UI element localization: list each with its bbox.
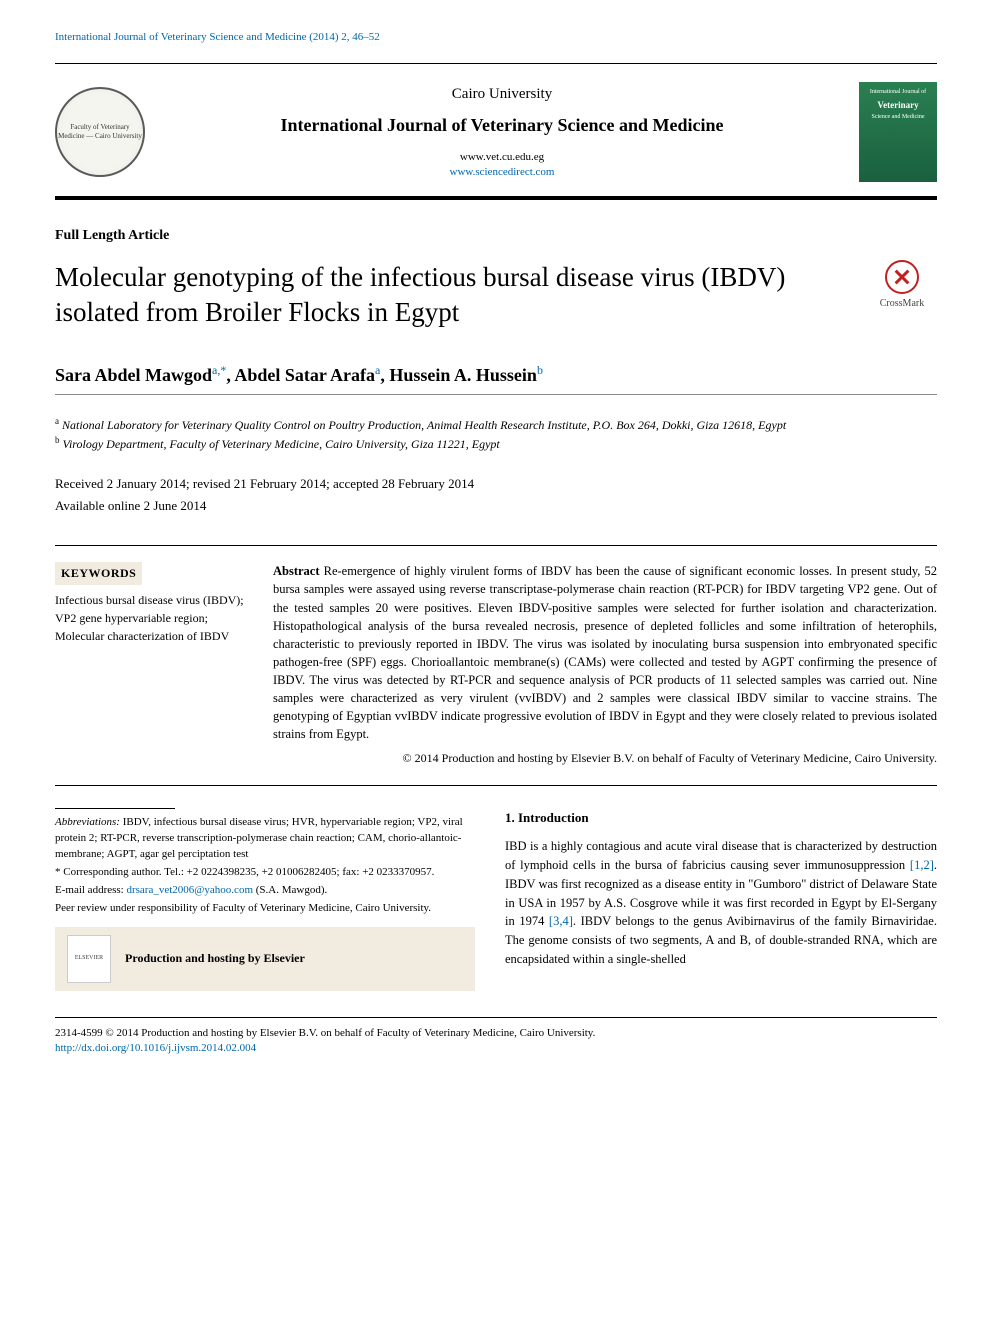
title-row: Molecular genotyping of the infectious b… — [55, 260, 937, 330]
section-heading-intro: 1. Introduction — [505, 808, 937, 828]
footnotes-column: Abbreviations: IBDV, infectious bursal d… — [55, 808, 475, 991]
journal-name: International Journal of Veterinary Scie… — [163, 113, 841, 138]
abbrev-label: Abbreviations: — [55, 816, 120, 828]
abstract-text: Re-emergence of highly virulent forms of… — [273, 564, 937, 741]
cover-sub-text: Science and Medicine — [863, 113, 933, 121]
bottom-columns: Abbreviations: IBDV, infectious bursal d… — [55, 808, 937, 991]
corresponding-author: * Corresponding author. Tel.: +2 0224398… — [55, 865, 475, 881]
abstract-copyright: © 2014 Production and hosting by Elsevie… — [273, 750, 937, 767]
history-dates: Received 2 January 2014; revised 21 Febr… — [55, 475, 937, 493]
email-line: E-mail address: drsara_vet2006@yahoo.com… — [55, 883, 475, 899]
elsevier-logo-icon: ELSEVIER — [67, 935, 111, 983]
author-3: , Hussein A. Hussein — [380, 365, 537, 385]
faculty-seal-logo: Faculty of Veterinary Medicine — Cairo U… — [55, 87, 145, 177]
peer-review-note: Peer review under responsibility of Facu… — [55, 901, 475, 917]
email-link[interactable]: drsara_vet2006@yahoo.com — [126, 884, 253, 896]
affiliation-a: a National Laboratory for Veterinary Qua… — [55, 415, 937, 434]
footnote-rule — [55, 808, 175, 809]
author-3-affil: b — [537, 363, 543, 377]
footer-copyright: 2314-4599 © 2014 Production and hosting … — [55, 1026, 937, 1041]
keywords-box: KEYWORDS Infectious bursal disease virus… — [55, 562, 245, 767]
author-1: Sara Abdel Mawgod — [55, 365, 212, 385]
introduction-column: 1. Introduction IBD is a highly contagio… — [505, 808, 937, 991]
running-header: International Journal of Veterinary Scie… — [55, 30, 937, 45]
crossmark-badge[interactable]: CrossMark — [867, 260, 937, 311]
abstract-label: Abstract — [273, 564, 320, 578]
abstract-row: KEYWORDS Infectious bursal disease virus… — [55, 545, 937, 786]
keywords-list: Infectious bursal disease virus (IBDV); … — [55, 591, 245, 645]
university-name: Cairo University — [163, 84, 841, 105]
masthead-center: Cairo University International Journal o… — [163, 84, 841, 181]
elsevier-box: ELSEVIER Production and hosting by Elsev… — [55, 927, 475, 991]
author-1-affil: a,* — [212, 363, 226, 377]
online-date: Available online 2 June 2014 — [55, 497, 937, 515]
affil-a-text: National Laboratory for Veterinary Quali… — [59, 418, 786, 432]
affil-b-text: Virology Department, Faculty of Veterina… — [60, 437, 500, 451]
author-underline — [55, 394, 937, 395]
cover-top-text: International Journal of — [863, 88, 933, 96]
journal-url: www.vet.cu.edu.eg — [163, 150, 841, 165]
sciencedirect-url[interactable]: www.sciencedirect.com — [163, 165, 841, 180]
keywords-title: KEYWORDS — [55, 562, 142, 585]
elsevier-text: Production and hosting by Elsevier — [125, 950, 305, 967]
affiliation-b: b Virology Department, Faculty of Veteri… — [55, 434, 937, 453]
footer-rule — [55, 1017, 937, 1018]
intro-text-1: IBD is a highly contagious and acute vir… — [505, 839, 937, 872]
crossmark-label: CrossMark — [880, 297, 924, 311]
article-type: Full Length Article — [55, 226, 937, 246]
abbreviations: Abbreviations: IBDV, infectious bursal d… — [55, 815, 475, 863]
authors-line: Sara Abdel Mawgoda,*, Abdel Satar Arafaa… — [55, 362, 937, 388]
footer-doi: http://dx.doi.org/10.1016/j.ijvsm.2014.0… — [55, 1041, 937, 1056]
email-label: E-mail address: — [55, 884, 126, 896]
citation-3-4[interactable]: [3,4] — [549, 914, 573, 928]
doi-link[interactable]: http://dx.doi.org/10.1016/j.ijvsm.2014.0… — [55, 1042, 256, 1054]
journal-masthead: Faculty of Veterinary Medicine — Cairo U… — [55, 63, 937, 200]
affiliations: a National Laboratory for Veterinary Qua… — [55, 415, 937, 453]
citation-1-2[interactable]: [1,2] — [910, 858, 934, 872]
abstract-box: Abstract Re-emergence of highly virulent… — [273, 562, 937, 767]
intro-paragraph: IBD is a highly contagious and acute vir… — [505, 837, 937, 968]
author-2: , Abdel Satar Arafa — [226, 365, 375, 385]
email-after: (S.A. Mawgod). — [253, 884, 327, 896]
cover-bold-text: Veterinary — [863, 99, 933, 112]
journal-cover-thumbnail: International Journal of Veterinary Scie… — [859, 82, 937, 182]
crossmark-icon — [885, 260, 919, 294]
article-title: Molecular genotyping of the infectious b… — [55, 260, 847, 330]
